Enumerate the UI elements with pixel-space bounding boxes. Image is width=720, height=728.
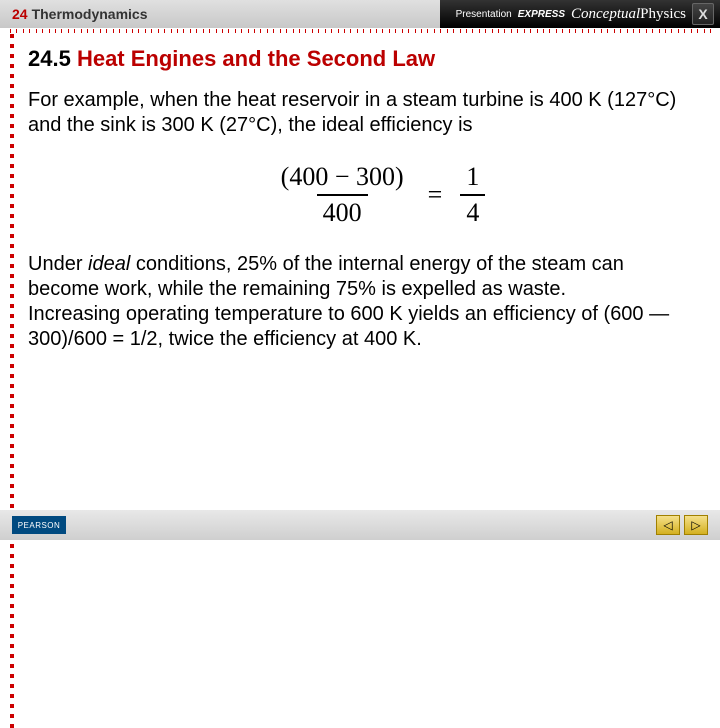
para2-ideal: ideal — [88, 253, 130, 275]
brand-bar: Presentation EXPRESS Conceptual Physics … — [440, 0, 720, 28]
paragraph-3: Increasing operating temperature to 600 … — [28, 302, 692, 352]
chevron-left-icon: ◁ — [663, 518, 672, 532]
chapter-number: 24 — [12, 6, 28, 22]
paragraph-1: For example, when the heat reservoir in … — [28, 88, 692, 138]
next-button[interactable]: ▷ — [684, 515, 708, 535]
top-bar: 24 Thermodynamics Presentation EXPRESS C… — [0, 0, 720, 28]
chapter-title: Thermodynamics — [32, 6, 148, 22]
fraction-left-numerator: (400 − 300) — [275, 162, 410, 194]
section-heading: Heat Engines and the Second Law — [77, 46, 435, 71]
equals-sign: = — [428, 180, 443, 210]
pearson-logo: PEARSON — [12, 516, 66, 534]
footer-bar: PEARSON ◁ ▷ — [0, 510, 720, 540]
efficiency-formula: (400 − 300) 400 = 1 4 — [68, 162, 692, 228]
prev-button[interactable]: ◁ — [656, 515, 680, 535]
section-number: 24.5 — [28, 46, 71, 71]
fraction-right-denominator: 4 — [460, 194, 485, 228]
brand-express: EXPRESS — [518, 9, 565, 20]
section-title: 24.5 Heat Engines and the Second Law — [28, 46, 692, 72]
close-icon: X — [698, 6, 707, 22]
fraction-left: (400 − 300) 400 — [275, 162, 410, 228]
fraction-right: 1 4 — [460, 162, 485, 228]
brand-conceptual: Conceptual — [571, 6, 640, 23]
nav-controls: ◁ ▷ — [656, 515, 708, 535]
fraction-right-numerator: 1 — [460, 162, 485, 194]
slide-content: 24.5 Heat Engines and the Second Law For… — [0, 28, 720, 352]
close-button[interactable]: X — [692, 3, 714, 25]
chevron-right-icon: ▷ — [691, 518, 700, 532]
brand-physics: Physics — [640, 6, 686, 23]
chapter-header: 24 Thermodynamics — [0, 0, 440, 28]
para2-a: Under — [28, 253, 88, 275]
paragraph-2: Under ideal conditions, 25% of the inter… — [28, 252, 692, 302]
brand-presentation: Presentation — [456, 9, 512, 20]
fraction-left-denominator: 400 — [317, 194, 368, 228]
